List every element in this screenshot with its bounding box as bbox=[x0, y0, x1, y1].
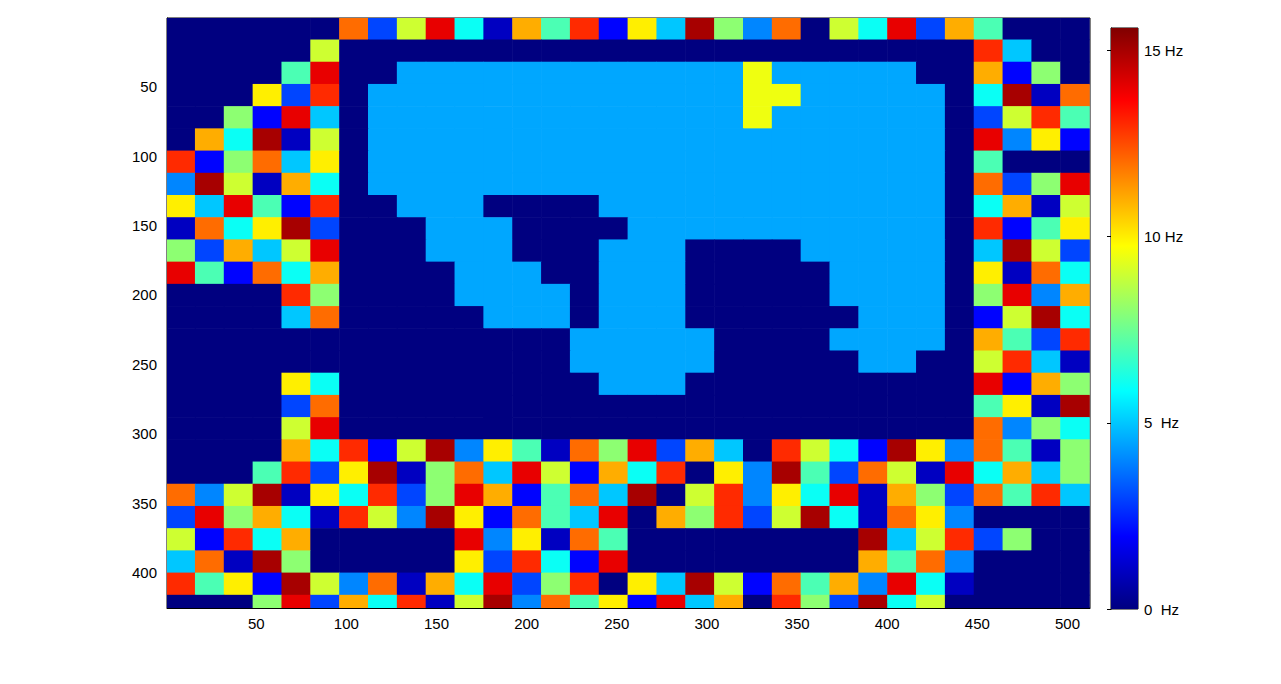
svg-text:5 Hz: 5 Hz bbox=[1144, 414, 1179, 431]
svg-text:200: 200 bbox=[132, 286, 157, 303]
svg-text:400: 400 bbox=[875, 615, 900, 632]
svg-text:250: 250 bbox=[604, 615, 629, 632]
svg-text:400: 400 bbox=[132, 564, 157, 581]
svg-text:300: 300 bbox=[694, 615, 719, 632]
svg-text:250: 250 bbox=[132, 356, 157, 373]
svg-text:300: 300 bbox=[132, 425, 157, 442]
svg-text:350: 350 bbox=[132, 495, 157, 512]
svg-text:100: 100 bbox=[132, 148, 157, 165]
svg-text:0 Hz: 0 Hz bbox=[1144, 601, 1179, 618]
svg-text:50: 50 bbox=[140, 78, 157, 95]
svg-text:100: 100 bbox=[334, 615, 359, 632]
svg-text:150: 150 bbox=[132, 217, 157, 234]
svg-text:450: 450 bbox=[965, 615, 990, 632]
svg-text:350: 350 bbox=[785, 615, 810, 632]
svg-text:500: 500 bbox=[1055, 615, 1080, 632]
svg-text:15 Hz: 15 Hz bbox=[1144, 42, 1183, 59]
svg-text:50: 50 bbox=[248, 615, 265, 632]
svg-text:150: 150 bbox=[424, 615, 449, 632]
svg-text:10 Hz: 10 Hz bbox=[1144, 228, 1183, 245]
svg-text:200: 200 bbox=[514, 615, 539, 632]
